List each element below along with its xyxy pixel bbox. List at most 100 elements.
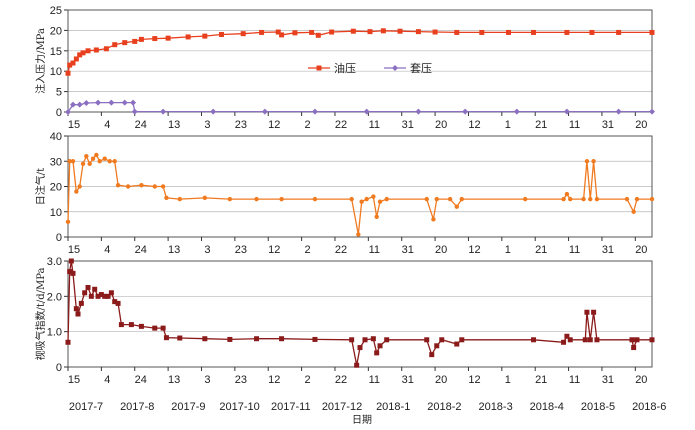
data-point (152, 36, 158, 42)
data-point (115, 183, 121, 188)
data-point (312, 196, 318, 202)
series-line (67, 101, 652, 113)
x-tick-label: 1 (505, 244, 511, 256)
y-tick-label: 5 (56, 87, 62, 99)
month-label: 2017-11 (271, 401, 311, 413)
y-tick-label: 2.0 (47, 291, 62, 303)
month-label: 2018-6 (632, 401, 666, 413)
y-axis-title: 视吸气指数/t/d/MPa (34, 267, 47, 360)
data-point (219, 31, 225, 37)
data-point (118, 322, 124, 328)
data-point (371, 194, 376, 199)
series-line (67, 153, 652, 235)
month-label: 2018-2 (427, 401, 461, 413)
data-point (415, 108, 422, 115)
data-point (254, 196, 259, 202)
x-tick-label: 24 (135, 119, 147, 131)
x-tick-label: 31 (402, 244, 414, 256)
month-label: 2017-12 (322, 401, 362, 413)
x-axis-title: 日期 (352, 414, 372, 426)
data-point (374, 350, 380, 356)
x-tick-label: 15 (68, 244, 80, 256)
month-label: 2018-1 (376, 401, 410, 413)
y-tick-label: 1.0 (47, 327, 62, 339)
data-point (513, 108, 520, 115)
series-line (67, 30, 652, 74)
legend-marker (316, 65, 322, 71)
y-tick-label: 20 (50, 25, 62, 37)
data-point (634, 196, 640, 202)
data-point (380, 28, 386, 34)
y-tick-label: 25 (50, 5, 62, 17)
x-tick-label: 11 (369, 119, 380, 131)
data-point (349, 196, 354, 202)
data-point (152, 184, 157, 189)
data-point (649, 29, 655, 35)
data-point (561, 196, 566, 202)
data-point (112, 159, 117, 164)
data-point (588, 196, 593, 202)
month-label: 2017-7 (69, 401, 103, 413)
data-point (70, 101, 77, 108)
legend: 油压 套压 (308, 61, 432, 75)
data-point (431, 217, 436, 222)
plot-frame (67, 135, 653, 238)
data-point (88, 293, 94, 299)
x-tick-label: 23 (235, 374, 247, 386)
data-point (125, 184, 131, 189)
x-tick-label: 12 (468, 244, 480, 256)
x-tick-label: 21 (535, 374, 547, 386)
data-point (77, 52, 83, 58)
x-tick-label: 4 (104, 374, 110, 386)
x-tick-label: 22 (335, 244, 347, 256)
data-point (584, 309, 590, 315)
x-tick-label: 2 (305, 374, 311, 386)
data-point (312, 336, 318, 342)
data-point (424, 337, 430, 343)
data-point (82, 290, 88, 296)
data-point (70, 159, 76, 164)
data-point (587, 337, 593, 343)
data-point (364, 196, 369, 202)
data-point (70, 270, 76, 276)
data-point (83, 100, 90, 107)
data-point (479, 29, 485, 35)
data-point (95, 99, 102, 106)
data-point (629, 337, 635, 343)
x-tick-label: 11 (569, 119, 580, 131)
y-tick-label: 30 (50, 156, 62, 168)
data-point (649, 337, 655, 343)
data-point (384, 196, 389, 202)
data-point (315, 32, 321, 38)
y-tick-label: 0 (56, 107, 62, 119)
data-point (80, 50, 86, 56)
data-point (259, 29, 265, 35)
data-point (160, 325, 166, 331)
x-tick-label: 31 (602, 244, 614, 256)
data-point (85, 285, 91, 290)
data-point (108, 290, 114, 296)
data-point (447, 196, 453, 202)
data-point (90, 156, 96, 161)
data-point (584, 159, 590, 164)
data-point (434, 343, 440, 349)
data-point (240, 31, 246, 37)
data-point (649, 108, 655, 115)
month-label: 2018-4 (530, 401, 564, 413)
y-tick-label: 10 (50, 66, 62, 78)
data-point (160, 184, 166, 189)
data-point (354, 362, 360, 368)
data-point (454, 341, 460, 347)
x-tick-label: 20 (435, 374, 447, 386)
data-point (160, 108, 167, 115)
data-point (439, 337, 445, 343)
month-label: 2017-10 (219, 401, 259, 413)
x-tick-label: 13 (168, 374, 180, 386)
data-point (591, 159, 596, 164)
month-label: 2017-8 (120, 401, 154, 413)
x-tick-label: 23 (235, 119, 247, 131)
data-point (75, 311, 81, 317)
